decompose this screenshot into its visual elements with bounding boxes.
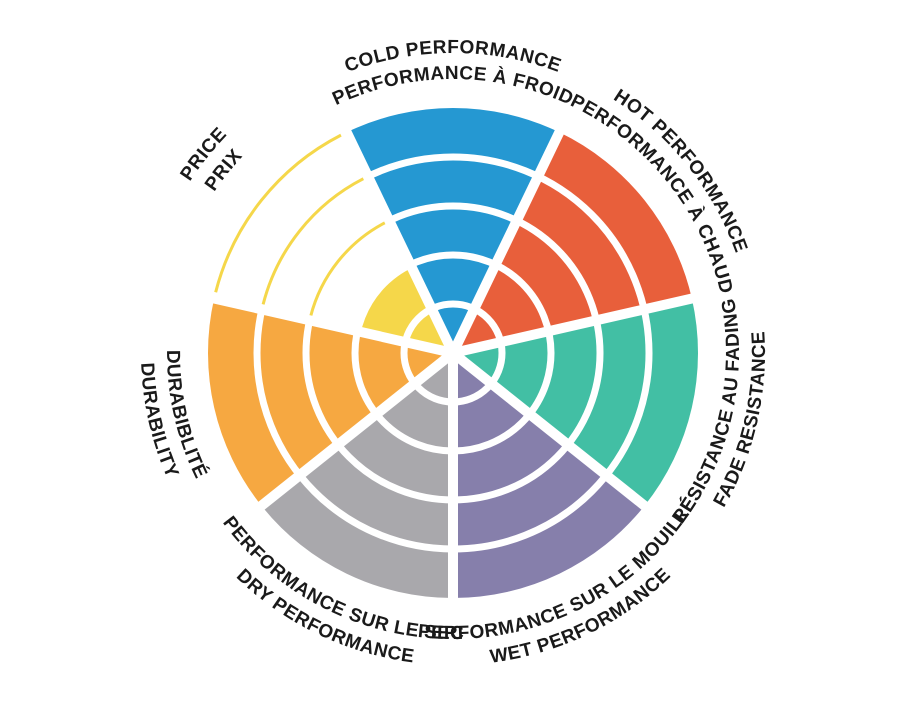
sector-divider-0 (448, 122, 568, 356)
sector-wet-performance-wedge (453, 353, 645, 598)
sector-cold-performance-wedge (346, 108, 560, 353)
sector-hot-performance-wedge (453, 132, 692, 353)
sector-divider-1 (451, 291, 701, 358)
sector-fade-resistance-wedge (453, 298, 698, 506)
sector-price-empty-ring-5-arc (214, 133, 342, 293)
sector-divider-4 (252, 349, 457, 515)
sector-divider-6 (338, 122, 458, 356)
sector-divider-5 (205, 291, 455, 358)
sector-price-empty-ring-3-arc (309, 220, 387, 317)
sector-divider-2 (449, 349, 654, 515)
sector-dry-performance-wedge (261, 353, 453, 598)
sector-price-empty-ring-4-arc (261, 177, 365, 305)
sector-durability-wedge (208, 298, 453, 506)
